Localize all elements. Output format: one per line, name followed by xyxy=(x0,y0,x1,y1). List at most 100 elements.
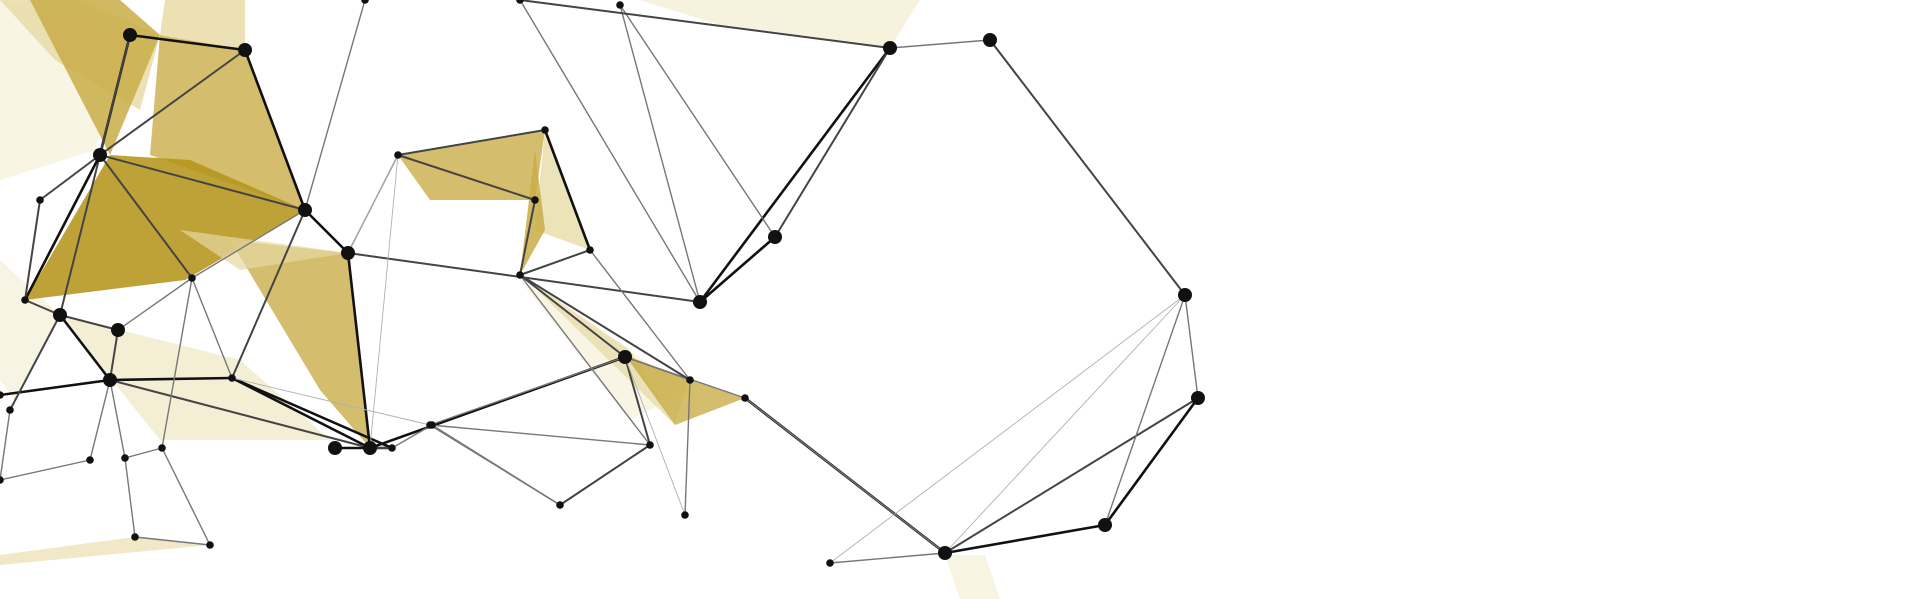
network-edge xyxy=(519,274,626,358)
network-edge xyxy=(624,356,651,446)
network-node xyxy=(53,308,67,322)
network-edge xyxy=(519,199,536,276)
fill-pale-left-2 xyxy=(0,260,60,400)
network-node xyxy=(111,323,125,337)
network-edge xyxy=(519,0,891,49)
network-node xyxy=(693,295,707,309)
network-node xyxy=(228,374,236,382)
network-edge xyxy=(519,274,651,446)
network-edge xyxy=(134,536,211,546)
network-node xyxy=(131,533,139,541)
network-node xyxy=(158,444,166,452)
network-edge xyxy=(24,199,41,301)
network-node xyxy=(341,246,355,260)
network-node xyxy=(0,391,4,399)
network-edge xyxy=(230,376,372,450)
network-edge xyxy=(619,4,776,238)
network-edge xyxy=(99,154,193,279)
fill-gold-6 xyxy=(230,240,370,448)
network-edge xyxy=(774,47,891,238)
fill-pale-bottom-right xyxy=(945,555,1000,599)
network-edge xyxy=(519,0,701,303)
network-edge xyxy=(684,379,691,516)
network-edge xyxy=(429,424,651,446)
fill-gold-8 xyxy=(398,130,545,200)
network-edge xyxy=(124,447,163,459)
network-node xyxy=(0,476,4,484)
network-edge xyxy=(889,39,991,49)
network-edge xyxy=(99,49,246,156)
network-edge xyxy=(89,379,111,461)
network-node xyxy=(556,501,564,509)
network-node xyxy=(36,196,44,204)
network-edge xyxy=(944,294,1186,554)
network-edge xyxy=(698,46,892,304)
network-edge xyxy=(243,48,307,212)
polygon-fills xyxy=(0,0,1000,599)
network-edge xyxy=(109,329,119,381)
network-edge xyxy=(191,209,306,279)
network-edge xyxy=(108,376,234,382)
network-node xyxy=(123,28,137,42)
network-edge xyxy=(744,397,946,554)
network-edge xyxy=(231,377,431,426)
network-node xyxy=(428,421,436,429)
network-node xyxy=(883,41,897,55)
network-edge xyxy=(1103,396,1200,527)
fill-pale-bottom-left xyxy=(0,537,210,565)
network-node xyxy=(21,296,29,304)
network-edge xyxy=(124,457,136,538)
network-edge xyxy=(397,129,546,156)
network-edges xyxy=(0,0,1200,564)
network-edge xyxy=(369,154,399,449)
network-edge xyxy=(619,4,701,303)
fill-gold-9 xyxy=(535,130,590,250)
network-node xyxy=(541,126,549,134)
network-edge xyxy=(1104,294,1186,526)
network-edge xyxy=(304,0,366,211)
fill-gold-7 xyxy=(180,230,348,270)
network-edge xyxy=(829,552,946,564)
network-edge xyxy=(58,313,112,382)
network-edge xyxy=(109,379,126,459)
network-node xyxy=(938,546,952,560)
network-edge xyxy=(230,376,394,450)
network-edge xyxy=(989,39,1186,296)
network-node xyxy=(741,394,749,402)
network-node xyxy=(616,1,624,9)
network-edge xyxy=(346,251,372,450)
network-edge xyxy=(397,154,536,201)
fill-gold-12 xyxy=(625,355,690,425)
network-edge xyxy=(624,356,686,516)
network-edge xyxy=(59,34,131,316)
network-node xyxy=(103,373,117,387)
network-edge xyxy=(303,208,350,255)
network-node xyxy=(328,441,342,455)
network-node xyxy=(6,406,14,414)
network-edge xyxy=(589,249,691,381)
network-node xyxy=(586,246,594,254)
network-edge xyxy=(519,274,691,381)
network-node xyxy=(388,444,396,452)
network-edge xyxy=(99,154,306,211)
fill-gold-3 xyxy=(160,0,245,50)
network-node xyxy=(516,0,524,4)
network-node xyxy=(1098,518,1112,532)
network-edge xyxy=(391,424,433,449)
network-node xyxy=(238,43,252,57)
network-node xyxy=(86,456,94,464)
network-edge xyxy=(59,314,119,331)
network-node xyxy=(768,230,782,244)
network-edge xyxy=(161,447,211,546)
network-edge xyxy=(559,444,651,506)
network-edge xyxy=(0,409,11,481)
network-edge xyxy=(543,128,592,252)
network-edge xyxy=(0,459,91,481)
network-edge xyxy=(944,397,1199,554)
network-edge xyxy=(117,277,193,331)
network-edge xyxy=(519,249,591,276)
network-edge xyxy=(698,235,777,304)
network-node xyxy=(618,350,632,364)
network-edge xyxy=(429,424,561,506)
network-node xyxy=(206,541,214,549)
